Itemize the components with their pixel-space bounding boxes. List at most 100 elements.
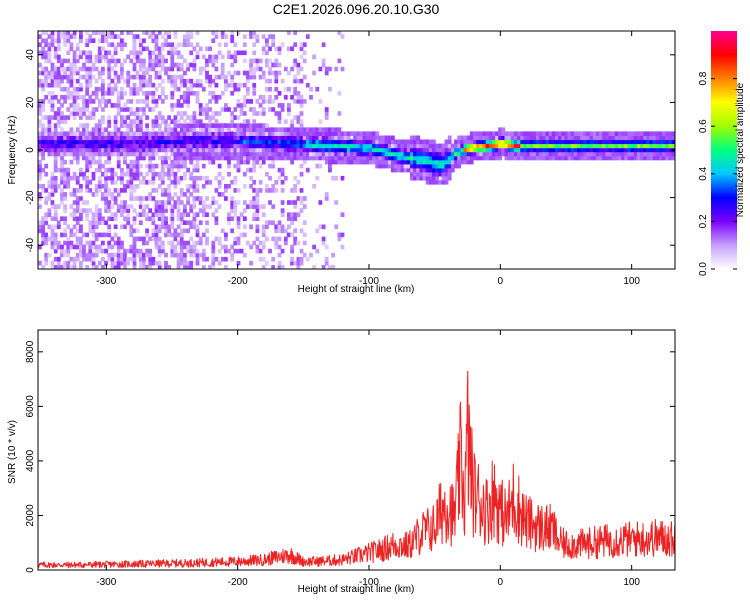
spectrogram-cell [378, 163, 383, 169]
spectrogram-cell [217, 135, 222, 141]
spectrogram-cell [120, 139, 124, 145]
spectrogram-cell [189, 143, 194, 149]
spectrogram-cell [192, 58, 197, 64]
spectrogram-cell [173, 232, 178, 238]
spectrogram-cell [271, 220, 276, 225]
spectrogram-cell [88, 188, 93, 193]
spectrogram-cell [179, 244, 184, 250]
spectrogram-cell [120, 143, 124, 149]
spectrogram-cell [38, 143, 42, 149]
spectrogram-cell [192, 155, 197, 161]
spectrogram-cell [195, 119, 200, 124]
spectrogram-cell [258, 188, 263, 193]
spectrogram-cell [148, 135, 153, 141]
spectrogram-cell [416, 151, 421, 157]
spectrogram-cell [198, 175, 203, 181]
spectrogram-cell [564, 139, 569, 145]
spectrogram-cell [438, 163, 443, 169]
spectrogram-cell [91, 31, 96, 35]
spectrogram-cell [309, 252, 313, 258]
spectrogram-cell [662, 155, 666, 161]
spectrogram-cell [422, 151, 427, 157]
spectrogram-cell [463, 147, 468, 153]
spectrogram-cell [94, 139, 99, 145]
spectrogram-cell [340, 139, 345, 145]
spectrogram-cell [482, 147, 487, 153]
spectrogram-cell [428, 143, 433, 149]
spectrogram-cell [340, 151, 345, 157]
spectrogram-cell [145, 78, 149, 84]
spectrogram-cell [69, 131, 74, 136]
spectrogram-cell [287, 139, 291, 145]
spectrogram-cell [227, 131, 231, 136]
spectrogram-cell [249, 167, 253, 173]
spectrogram-cell [261, 135, 266, 141]
spectrogram-cell [410, 151, 414, 157]
spectrogram-cell [135, 119, 140, 124]
spectrogram-cell [205, 228, 209, 234]
spectrogram-cell [170, 151, 175, 157]
spectrogram-cell [79, 167, 83, 173]
spectrogram-cell [132, 265, 137, 269]
spectrogram-cell [195, 159, 200, 165]
spectrogram-cell [201, 66, 206, 72]
spectrogram-cell [195, 167, 200, 173]
spectrogram-cell [558, 135, 562, 141]
spectrogram-cell [217, 151, 222, 157]
spectrogram-cell [482, 139, 487, 145]
spectrogram-cell [652, 131, 657, 136]
spectrogram-cell [72, 192, 77, 197]
spectrogram-cell [356, 135, 361, 141]
spectrogram-cell [384, 143, 389, 149]
spectrogram-cell [183, 82, 187, 88]
spectrogram-cell [151, 236, 156, 242]
spectrogram-cell [82, 208, 86, 213]
spectrogram-cell [425, 171, 430, 177]
spectrogram-cell [668, 131, 673, 136]
spectrogram-cell [460, 139, 465, 145]
spectrogram-cell [277, 155, 282, 161]
spectrogram-cell [416, 167, 421, 173]
spectrogram-cell [265, 42, 269, 47]
spectrogram-cell [189, 50, 194, 56]
spectrogram-cell [397, 139, 402, 145]
spectrogram-cell [135, 131, 140, 136]
spectrogram-cell [85, 175, 90, 181]
spectrogram-cell [514, 131, 518, 136]
spectrogram-cell [179, 232, 184, 238]
spectrogram-cell [53, 212, 58, 217]
spectrogram-cell [135, 236, 140, 242]
spectrogram-cell [75, 42, 80, 47]
spectrogram-cell [113, 70, 118, 76]
spectrogram-cell [192, 119, 197, 124]
spectrogram-cell [126, 31, 131, 35]
spectrogram-cell [595, 135, 600, 141]
spectrogram-cell [564, 151, 569, 157]
spectrogram-cell [252, 42, 257, 47]
spectrogram-cell [145, 163, 149, 169]
spectrogram-cell [324, 143, 329, 149]
spectrogram-cell [192, 220, 197, 225]
spectrogram-cell [510, 139, 515, 145]
spectrogram-cell [324, 151, 329, 157]
spectrogram-cell [230, 151, 235, 157]
spectrogram-cell [170, 103, 175, 108]
spectrogram-cell [63, 131, 67, 136]
spectrogram-cell [142, 111, 146, 116]
spectrogram-cell [138, 99, 143, 104]
spectrogram-cell [318, 200, 323, 205]
spectrogram-cell [138, 38, 143, 43]
spectrogram-cell [365, 131, 370, 136]
spectrogram-cell [353, 151, 357, 157]
spectrogram-cell [138, 135, 143, 141]
spectrogram-cell [157, 216, 162, 221]
spectrogram-cell [369, 155, 373, 161]
spectrogram-cell [592, 155, 597, 161]
spectrogram-cell [66, 175, 71, 181]
spectrogram-cell [66, 50, 71, 56]
spectrogram-cell [113, 127, 118, 132]
spectrogram-cell [337, 147, 342, 153]
spectrogram-cell [44, 212, 49, 217]
spectrogram-cell [287, 131, 291, 136]
spectrogram-cell [343, 147, 348, 153]
